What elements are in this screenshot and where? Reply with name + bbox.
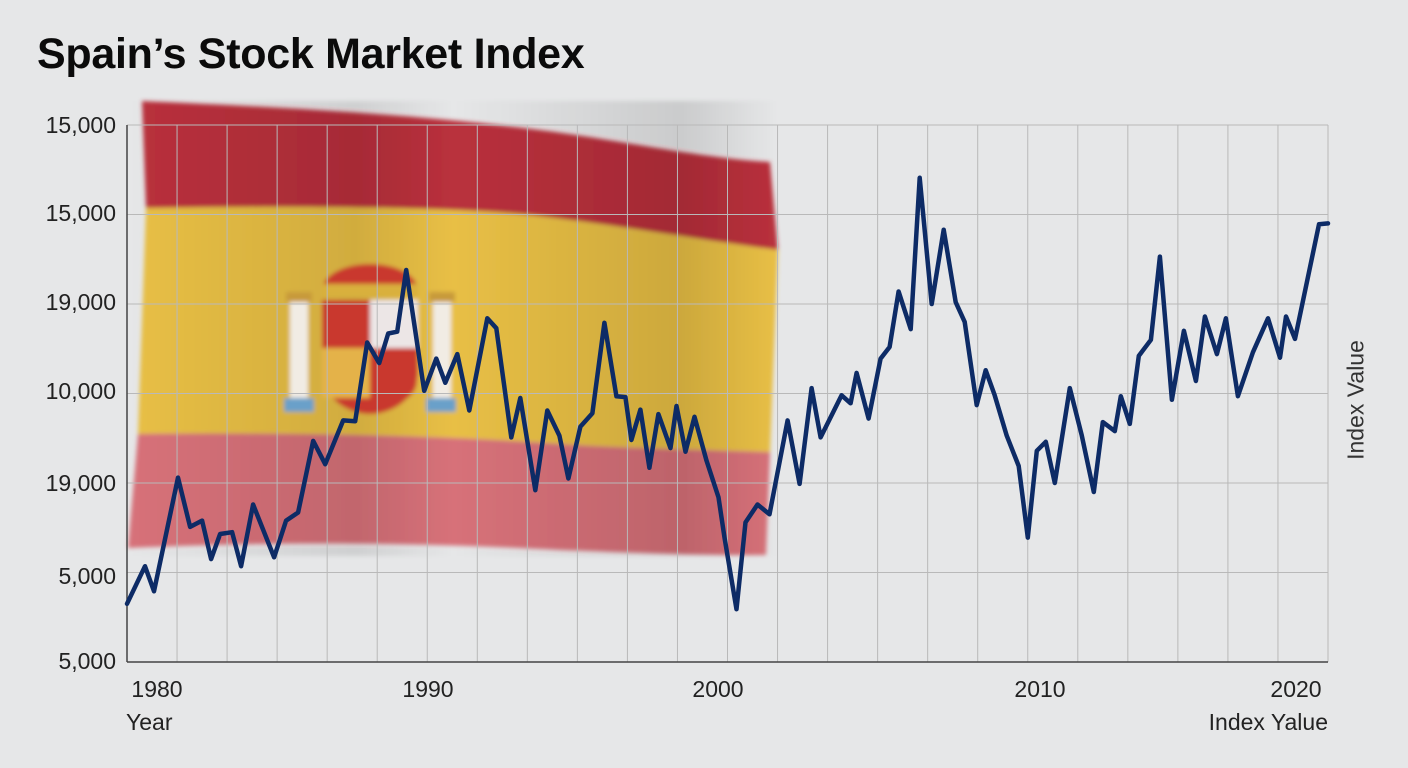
x-tick-label: 2010 (1014, 676, 1066, 702)
x-axis-secondary-label: Index Yalue (1208, 709, 1328, 735)
y-tick-label: 5,000 (58, 563, 116, 589)
spain-flag-background (128, 101, 778, 556)
y-tick-label: 5,000 (58, 648, 116, 674)
y-axis-label: Index Value (1342, 340, 1369, 460)
x-axis-label: Year (126, 709, 173, 735)
x-tick-label: 2020 (1270, 676, 1322, 702)
y-tick-label: 19,000 (45, 470, 116, 496)
x-tick-label: 2000 (692, 676, 744, 702)
y-tick-label: 10,000 (45, 378, 116, 404)
chart-title: Spain’s Stock Market Index (37, 30, 585, 78)
y-tick-label: 19,000 (45, 289, 116, 315)
x-tick-label: 1990 (402, 676, 454, 702)
index-line (124, 175, 1331, 612)
y-tick-label: 15,000 (45, 112, 116, 138)
x-tick-label: 1980 (131, 676, 183, 702)
y-tick-label: 15,000 (45, 200, 116, 226)
